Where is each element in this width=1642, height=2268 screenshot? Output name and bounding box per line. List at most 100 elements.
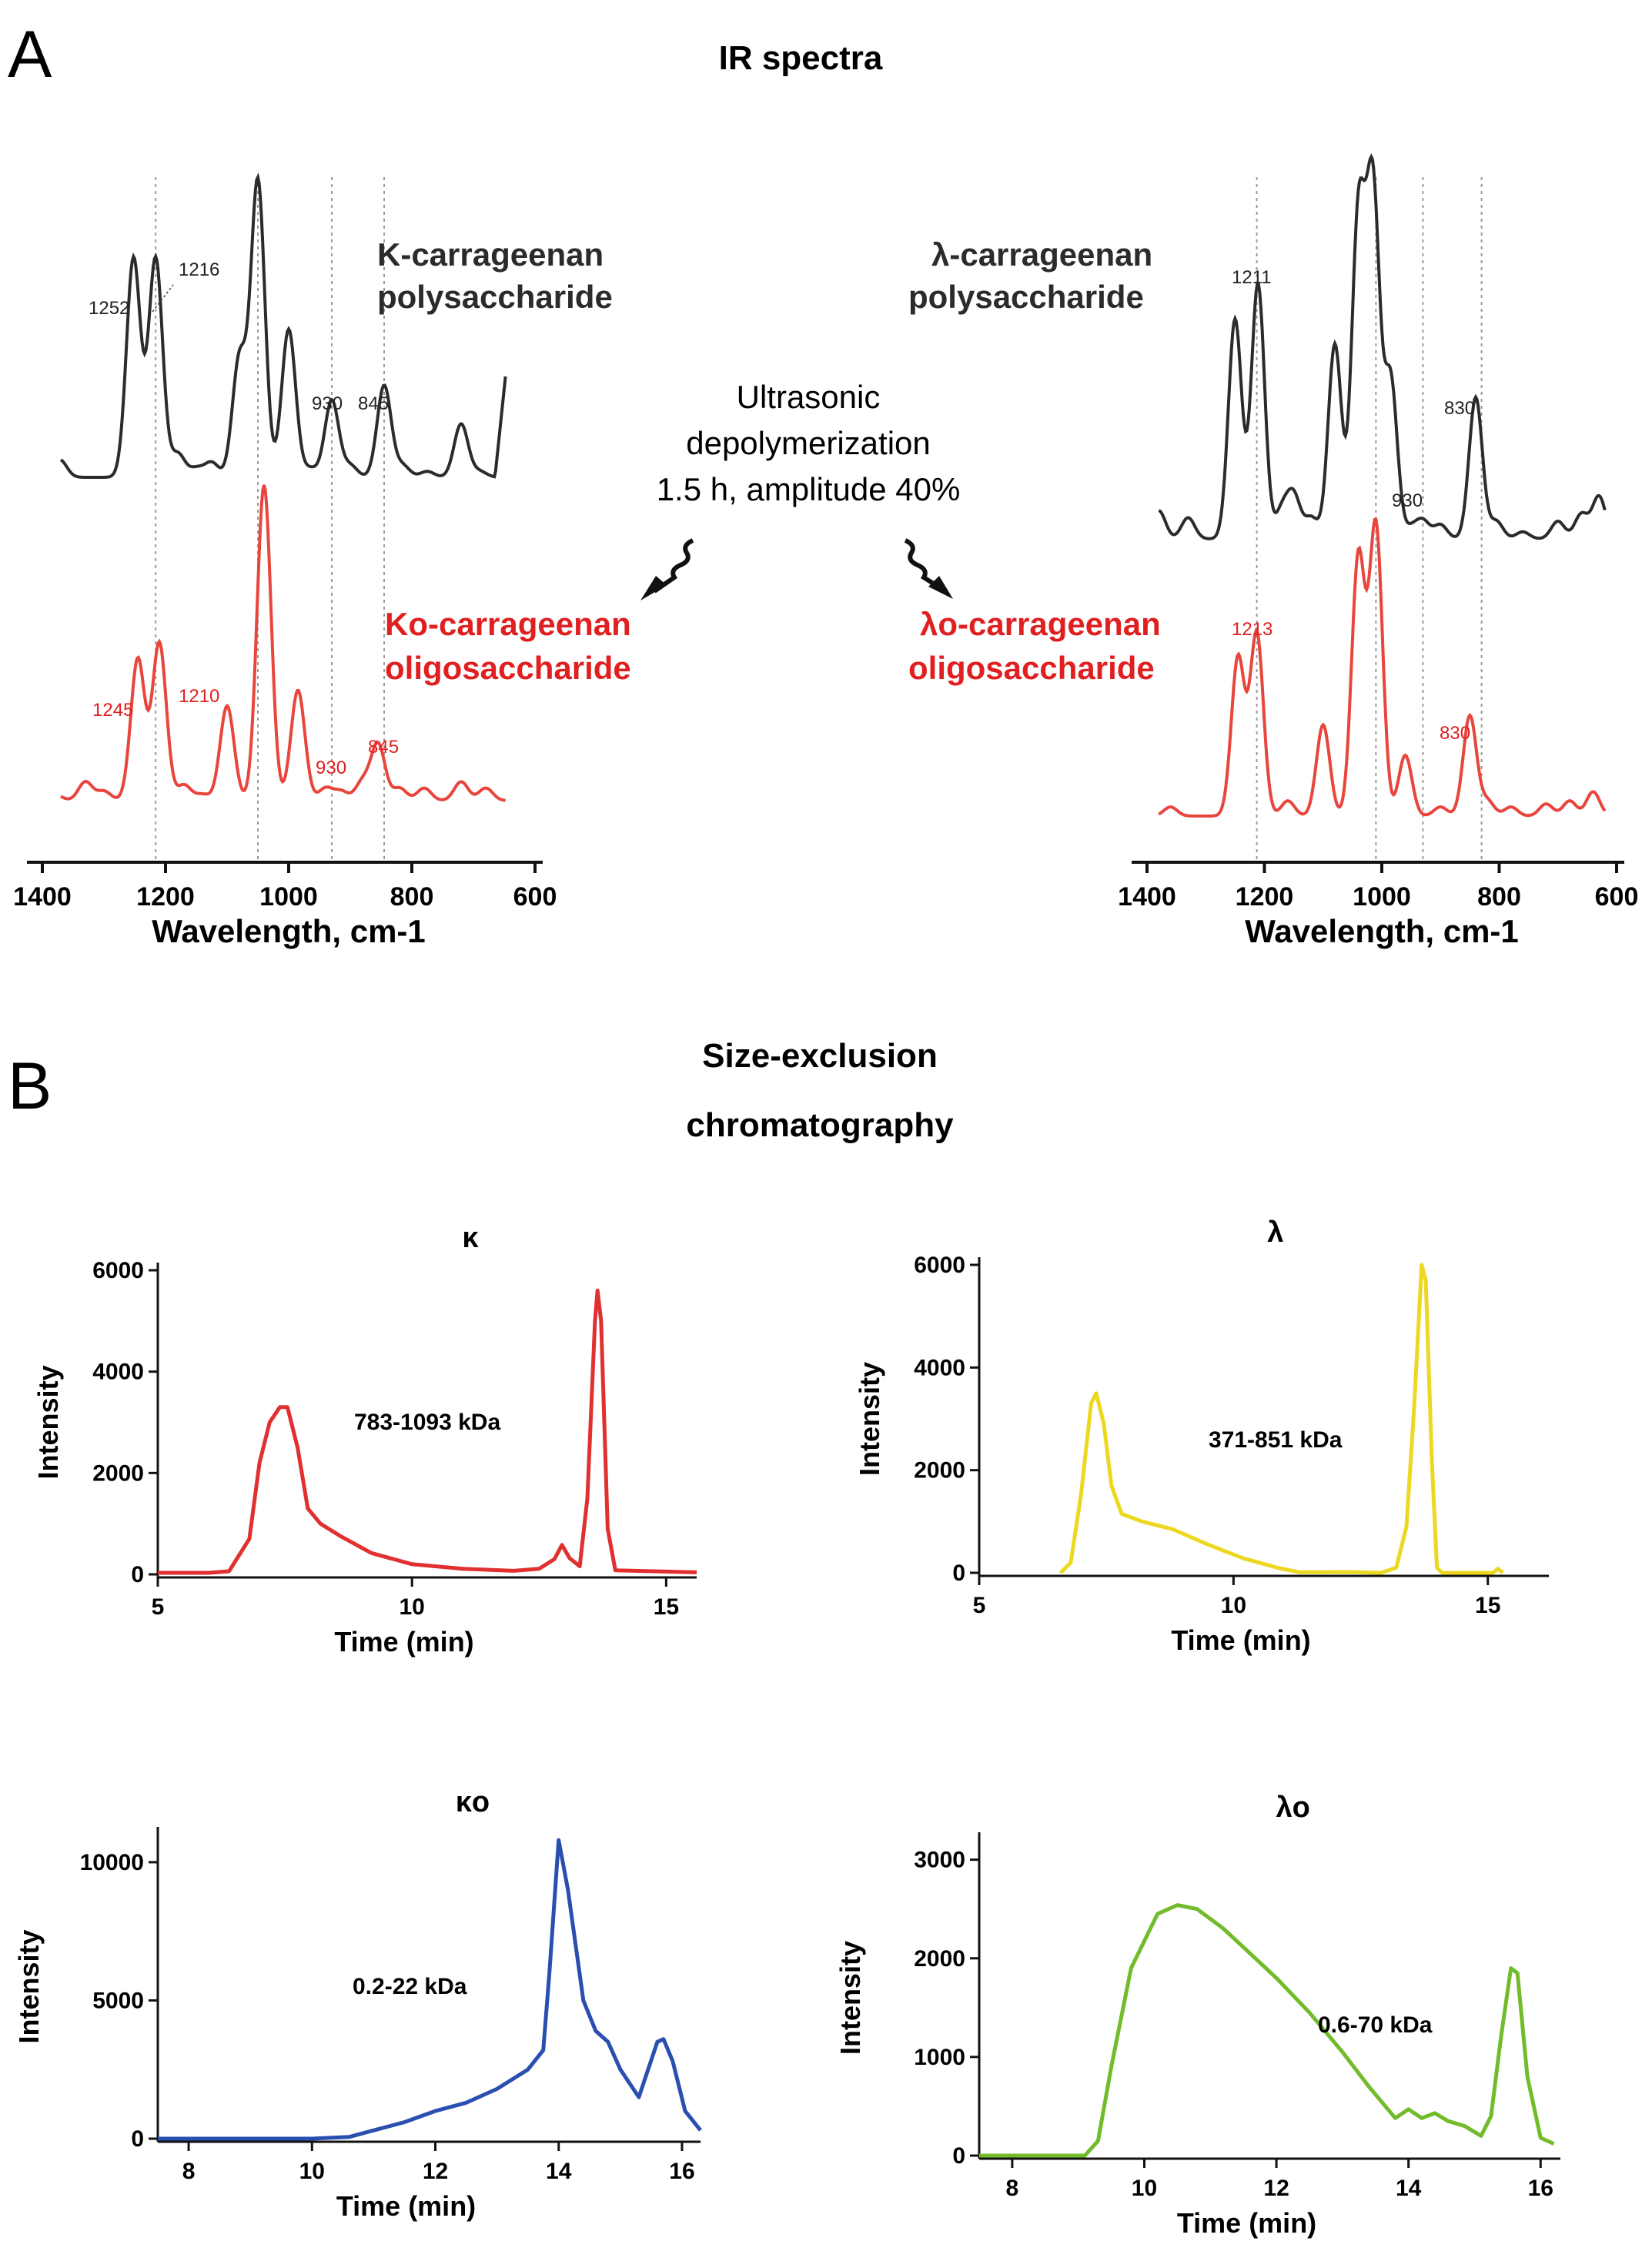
spectrum-line-oligosaccharide: [60, 484, 506, 802]
y-tick-label: 2000: [914, 1946, 965, 1972]
peak-label: 930: [1392, 490, 1423, 511]
x-tick-label: 10: [400, 1594, 425, 1620]
x-axis-title: Time (min): [334, 1626, 473, 1658]
peak-label: 1211: [1232, 267, 1272, 288]
y-tick-label: 3000: [914, 1848, 965, 1873]
panel-b-letter: B: [8, 1049, 52, 1123]
intensity-line: [1058, 1263, 1505, 1575]
series-label-l-oligo-1: λo-carrageenan: [920, 606, 1161, 642]
peak-label: 845: [368, 737, 399, 758]
y-tick-label: 0: [131, 2126, 144, 2152]
spectrum-line-polysaccharide: [1158, 153, 1607, 540]
intensity-line: [158, 1838, 702, 2141]
spectrum-line-polysaccharide: [59, 172, 507, 479]
x-tick-label: 8: [182, 2159, 196, 2184]
ir-kappa-chart: 1400 1200 1000 800 600 Wavelength, cm-1 K-carr…: [13, 172, 631, 949]
y-tick-label: 6000: [914, 1253, 965, 1278]
chart-title: κo: [456, 1786, 490, 1818]
x-axis-title: Wavelength, cm-1: [1245, 913, 1519, 949]
peak-label: 1245: [92, 700, 133, 721]
peak-label: 1252: [89, 298, 129, 319]
molecular-weight-annotation: 0.6-70 kDa: [1318, 2012, 1433, 2038]
chart-title: λo: [1276, 1791, 1310, 1824]
x-tick-label: 14: [1396, 2176, 1422, 2201]
panel-b-title-line-2: chromatography: [686, 1106, 954, 1144]
series-label-l-oligo-2: oligosaccharide: [908, 650, 1155, 686]
molecular-weight-annotation: 0.2-22 kDa: [353, 1974, 467, 1999]
series-label-k-poly-1: K-carrageenan: [377, 236, 604, 273]
y-axis-title: Intensity: [854, 1362, 885, 1476]
peak-label: 830: [1440, 723, 1470, 744]
intensity-line: [979, 1903, 1555, 2158]
y-axis-title: Intensity: [834, 1941, 866, 2055]
sec-lambda-chart: λ 0 2000 4000 6000 5 10 15 Time (min) Intensity 37…: [854, 1216, 1549, 1656]
y-tick-label: 4000: [914, 1355, 965, 1380]
x-tick-label: 1400: [13, 882, 72, 912]
y-axis-title: Intensity: [32, 1365, 64, 1479]
x-axis-title: Time (min): [1171, 1624, 1310, 1656]
x-tick-label: 16: [669, 2159, 694, 2184]
x-tick-label: 800: [390, 882, 434, 912]
x-tick-label: 5: [973, 1593, 986, 1618]
x-tick-label: 8: [1006, 2176, 1019, 2201]
x-tick-label: 10: [1132, 2176, 1157, 2201]
series-label-l-poly-2: polysaccharide: [908, 279, 1144, 315]
panel-a-title: IR spectra: [719, 39, 883, 77]
x-tick-label: 1400: [1118, 882, 1176, 912]
x-tick-label: 12: [423, 2159, 448, 2184]
spectrum-line-oligosaccharide: [1158, 517, 1607, 818]
x-tick-label: 800: [1477, 882, 1521, 912]
center-line-2: depolymerization: [686, 425, 931, 461]
x-tick-label: 1000: [1353, 882, 1411, 912]
sec-lambda-o-chart: λo 0 1000 2000 3000 8 10 12 14 16 Time (min) Intens…: [834, 1791, 1560, 2239]
x-tick-label: 14: [546, 2159, 572, 2184]
y-tick-label: 10000: [80, 1850, 144, 1875]
x-tick-label: 10: [299, 2159, 325, 2184]
wavy-arrow-right-icon: [904, 538, 953, 599]
peak-leader: [152, 284, 174, 313]
center-line-1: Ultrasonic: [737, 379, 881, 415]
x-tick-label: 5: [152, 1594, 165, 1620]
y-tick-label: 0: [131, 1562, 144, 1587]
x-tick-label: 600: [1595, 882, 1639, 912]
series-label-k-oligo-2: oligosaccharide: [385, 650, 631, 686]
x-tick-label: 12: [1263, 2176, 1289, 2201]
series-label-k-poly-2: polysaccharide: [377, 279, 613, 315]
peak-label: 1216: [179, 259, 219, 280]
panel-a-letter: A: [8, 18, 52, 92]
peak-label: 930: [312, 393, 343, 414]
y-tick-label: 6000: [92, 1258, 144, 1283]
molecular-weight-annotation: 371-851 kDa: [1209, 1427, 1343, 1453]
center-line-3: 1.5 h, amplitude 40%: [657, 471, 961, 507]
y-tick-label: 4000: [92, 1360, 144, 1385]
y-tick-label: 0: [952, 2143, 965, 2169]
peak-label: 830: [1444, 398, 1475, 419]
y-tick-label: 1000: [914, 2045, 965, 2070]
x-axis-title: Wavelength, cm-1: [152, 913, 426, 949]
intensity-line: [158, 1288, 697, 1575]
depolymerization-note: Ultrasonic depolymerization 1.5 h, ampli…: [657, 379, 961, 507]
y-tick-label: 0: [952, 1561, 965, 1586]
molecular-weight-annotation: 783-1093 kDa: [354, 1410, 500, 1435]
y-tick-label: 2000: [914, 1458, 965, 1484]
sec-kappa-chart: κ 0 2000 4000 6000 5 10 15 Time (min) Intensity 78…: [32, 1222, 697, 1658]
peak-label: 845: [358, 393, 389, 414]
y-tick-label: 2000: [92, 1460, 144, 1486]
x-tick-label: 1200: [1236, 882, 1294, 912]
peak-label: 930: [316, 758, 346, 778]
x-tick-label: 15: [1475, 1593, 1500, 1618]
y-tick-label: 5000: [92, 1988, 144, 2013]
x-tick-label: 600: [513, 882, 557, 912]
wavy-arrow-left-icon: [640, 538, 694, 600]
sec-kappa-o-chart: κo 0 5000 10000 8 10 12 14 16 Time (min) Intensity…: [13, 1786, 702, 2222]
x-tick-label: 15: [654, 1594, 679, 1620]
x-tick-label: 1000: [259, 882, 318, 912]
peak-label: 1210: [179, 686, 219, 707]
chart-title: λ: [1267, 1216, 1283, 1249]
panel-b-title-line-1: Size-exclusion: [702, 1037, 938, 1075]
series-label-k-oligo-1: Ko-carrageenan: [385, 606, 631, 642]
x-axis-title: Time (min): [336, 2190, 476, 2222]
x-tick-label: 16: [1528, 2176, 1553, 2201]
chart-title: κ: [462, 1222, 479, 1254]
